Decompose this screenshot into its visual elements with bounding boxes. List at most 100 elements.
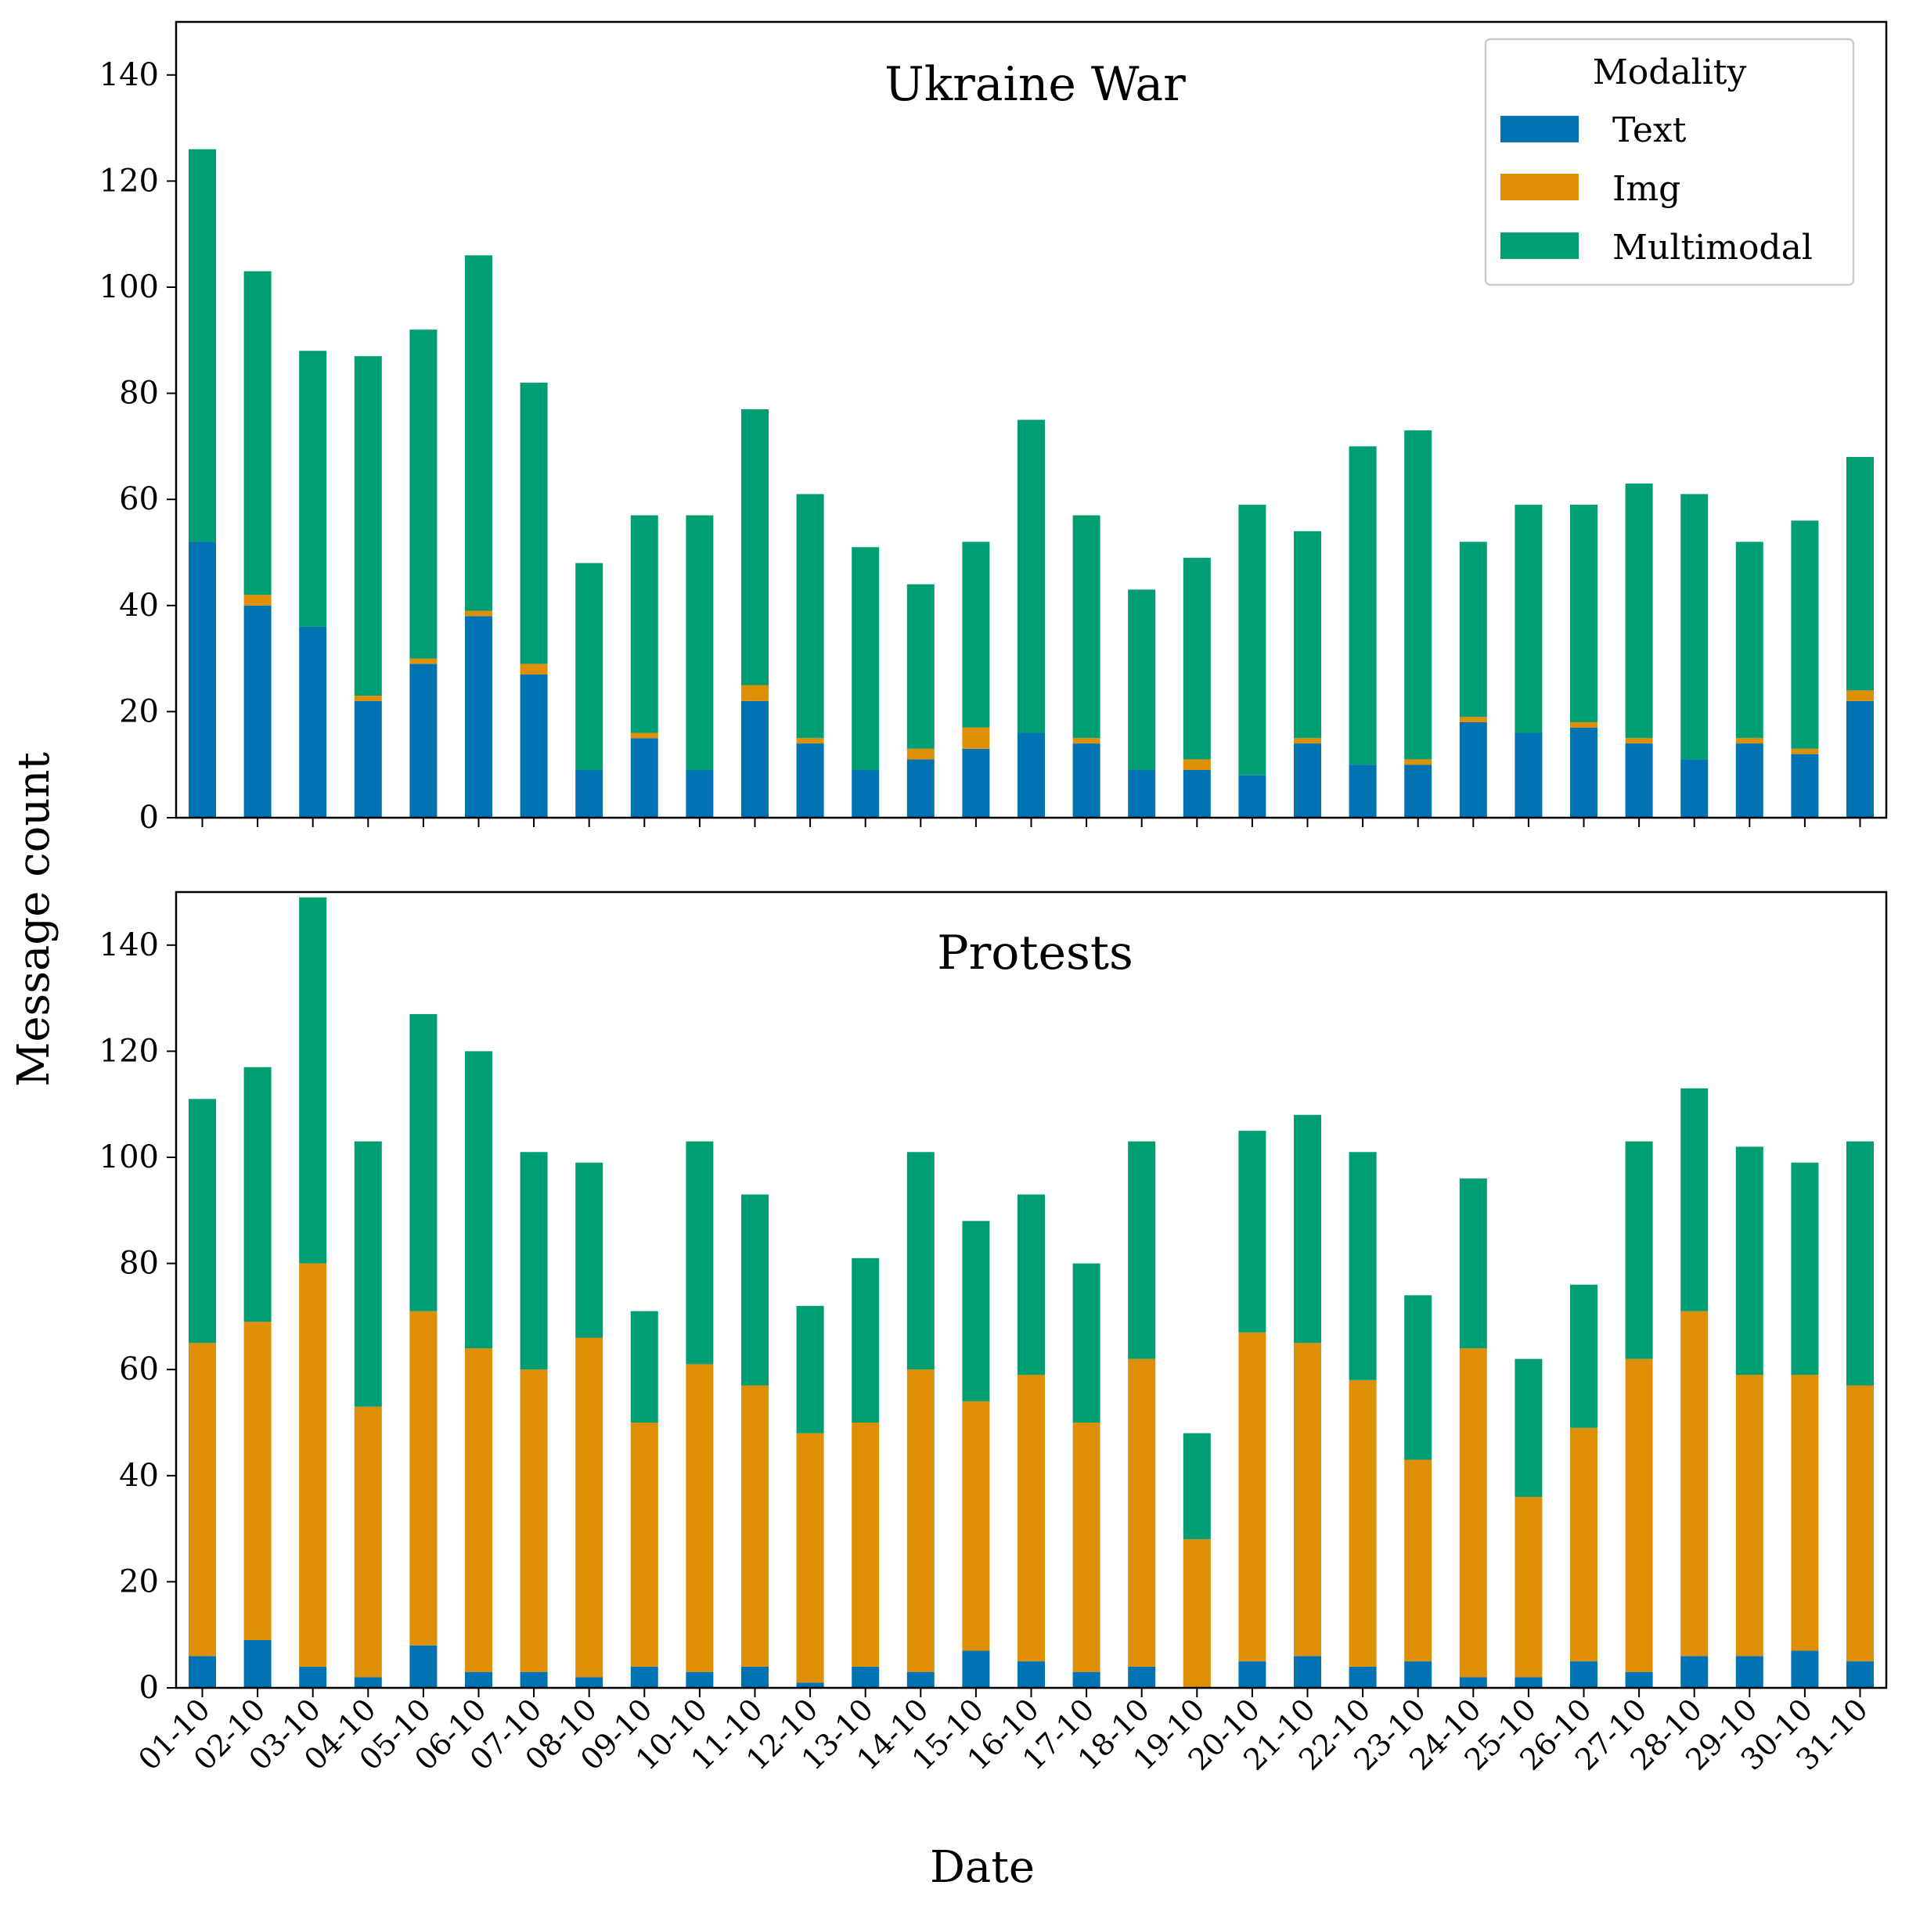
bar-text-17-10 — [1072, 743, 1100, 818]
bar-img-03-10 — [299, 1263, 327, 1667]
bar-multimodal-30-10 — [1791, 1162, 1819, 1375]
bar-multimodal-12-10 — [796, 1305, 824, 1434]
bar-multimodal-03-10 — [299, 897, 327, 1264]
bar-text-18-10 — [1128, 769, 1156, 818]
bar-multimodal-08-10 — [575, 1162, 603, 1338]
bar-text-28-10 — [1680, 1656, 1709, 1688]
bar-multimodal-30-10 — [1791, 520, 1819, 749]
bar-multimodal-08-10 — [575, 563, 603, 770]
bar-text-31-10 — [1846, 700, 1874, 818]
bar-multimodal-31-10 — [1846, 1141, 1874, 1386]
bar-multimodal-19-10 — [1183, 557, 1211, 760]
bar-multimodal-22-10 — [1349, 1152, 1377, 1380]
bar-text-08-10 — [575, 1677, 603, 1688]
bar-multimodal-31-10 — [1846, 456, 1874, 691]
bar-multimodal-28-10 — [1680, 494, 1709, 760]
bar-multimodal-25-10 — [1515, 1358, 1543, 1497]
bar-img-05-10 — [409, 1311, 438, 1646]
bar-text-11-10 — [741, 700, 769, 818]
bar-multimodal-07-10 — [520, 1152, 548, 1370]
bar-text-20-10 — [1238, 775, 1266, 818]
bar-text-05-10 — [409, 1645, 438, 1688]
bar-text-30-10 — [1791, 1650, 1819, 1688]
bar-text-15-10 — [962, 748, 990, 818]
bar-text-27-10 — [1625, 1671, 1653, 1688]
bar-img-31-10 — [1846, 1385, 1874, 1662]
bar-multimodal-21-10 — [1294, 1114, 1321, 1344]
bar-img-08-10 — [575, 1337, 603, 1678]
bar-multimodal-02-10 — [243, 271, 272, 595]
bar-multimodal-14-10 — [906, 1152, 935, 1370]
bar-img-29-10 — [1735, 1374, 1763, 1657]
legend-label-multimodal: Multimodal — [1612, 228, 1813, 268]
bar-img-26-10 — [1570, 1427, 1597, 1662]
bar-multimodal-14-10 — [906, 584, 935, 749]
bar-multimodal-17-10 — [1072, 515, 1100, 739]
bar-img-17-10 — [1072, 738, 1100, 744]
bar-text-29-10 — [1735, 743, 1763, 818]
y-tick-label-0: 0 — [139, 800, 159, 836]
bar-text-06-10 — [465, 1671, 492, 1688]
bar-multimodal-04-10 — [354, 1141, 382, 1407]
bar-text-24-10 — [1459, 1677, 1487, 1688]
bar-img-07-10 — [520, 1369, 548, 1672]
bar-text-11-10 — [741, 1666, 769, 1688]
bar-multimodal-13-10 — [852, 547, 880, 770]
bar-multimodal-26-10 — [1570, 504, 1597, 722]
bar-multimodal-12-10 — [796, 494, 824, 739]
bar-multimodal-28-10 — [1680, 1088, 1709, 1311]
bar-text-26-10 — [1570, 727, 1597, 818]
bar-text-10-10 — [686, 769, 714, 818]
bar-img-21-10 — [1294, 1343, 1321, 1657]
bar-multimodal-18-10 — [1128, 589, 1156, 770]
bar-text-03-10 — [299, 1666, 327, 1688]
bar-multimodal-01-10 — [189, 1099, 216, 1344]
bar-text-12-10 — [796, 743, 824, 818]
bar-text-14-10 — [906, 1671, 935, 1688]
bar-text-22-10 — [1349, 1666, 1377, 1688]
bar-multimodal-24-10 — [1459, 1178, 1487, 1349]
bar-multimodal-18-10 — [1128, 1141, 1156, 1359]
bar-text-08-10 — [575, 769, 603, 818]
bar-img-20-10 — [1238, 1332, 1266, 1662]
bar-img-30-10 — [1791, 1374, 1819, 1651]
bar-img-04-10 — [354, 1406, 382, 1678]
y-tick-label-80: 80 — [119, 1246, 159, 1282]
bar-multimodal-11-10 — [741, 408, 769, 685]
bar-text-21-10 — [1294, 1656, 1321, 1688]
y-tick-label-100: 100 — [99, 269, 159, 305]
bar-multimodal-16-10 — [1018, 419, 1045, 733]
bar-multimodal-23-10 — [1404, 430, 1432, 760]
bar-img-02-10 — [243, 1322, 272, 1640]
bar-img-06-10 — [465, 1348, 492, 1672]
bar-img-04-10 — [354, 696, 382, 701]
bar-img-21-10 — [1294, 738, 1321, 744]
bar-multimodal-03-10 — [299, 351, 327, 627]
y-axis-label: Message count — [9, 752, 59, 1087]
bar-text-29-10 — [1735, 1656, 1763, 1688]
legend-frame — [1484, 38, 1855, 286]
bar-img-19-10 — [1183, 1539, 1211, 1688]
legend-swatch-img — [1500, 174, 1579, 200]
bar-text-28-10 — [1680, 759, 1709, 818]
bar-multimodal-15-10 — [962, 1221, 990, 1401]
legend-swatch-multimodal — [1500, 232, 1579, 259]
bar-img-11-10 — [741, 685, 769, 701]
bar-text-07-10 — [520, 1671, 548, 1688]
bar-img-13-10 — [852, 1423, 880, 1667]
bar-text-20-10 — [1238, 1661, 1266, 1688]
bar-multimodal-20-10 — [1238, 1131, 1266, 1333]
bar-img-25-10 — [1515, 1496, 1543, 1678]
bar-multimodal-06-10 — [465, 1051, 492, 1349]
bar-text-12-10 — [796, 1682, 824, 1688]
bar-img-05-10 — [409, 658, 438, 664]
bar-text-27-10 — [1625, 743, 1653, 818]
bar-text-02-10 — [243, 1639, 272, 1688]
bar-img-15-10 — [962, 1401, 990, 1651]
bar-img-19-10 — [1183, 759, 1211, 770]
panel-title: Protests — [937, 926, 1133, 980]
bar-multimodal-22-10 — [1349, 446, 1377, 765]
legend-label-img: Img — [1612, 169, 1680, 209]
y-tick-label-20: 20 — [119, 693, 159, 729]
bar-multimodal-17-10 — [1072, 1263, 1100, 1423]
